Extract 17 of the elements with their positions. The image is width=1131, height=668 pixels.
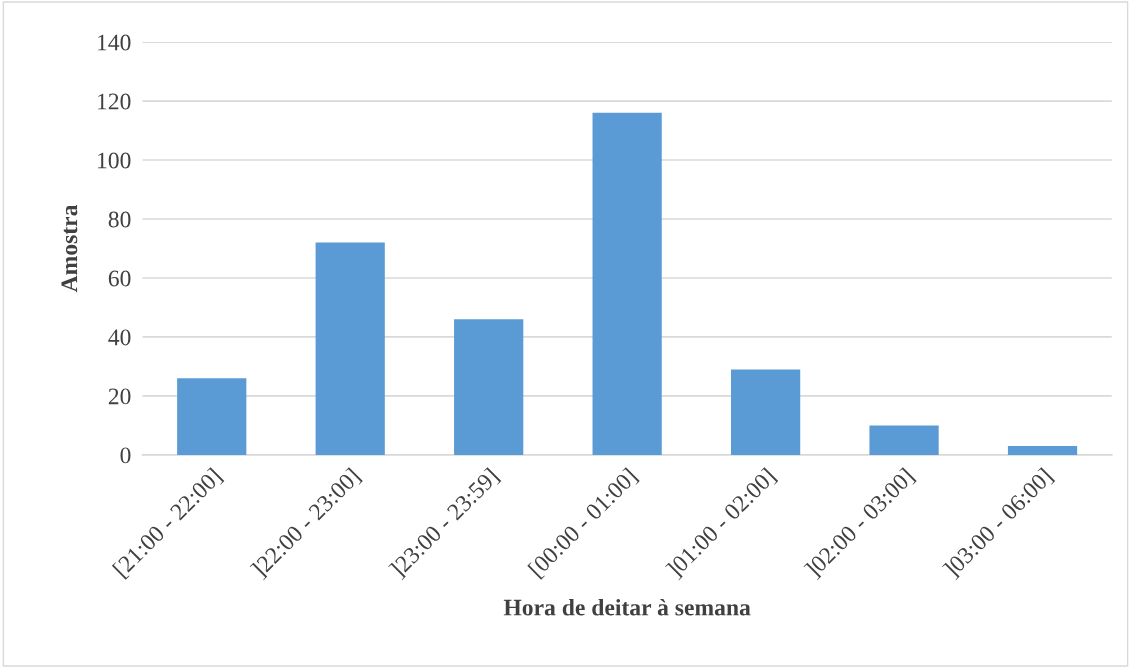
y-tick-label: 60 <box>108 270 131 287</box>
y-tick-label: 120 <box>98 93 131 110</box>
y-tick-label: 0 <box>120 447 131 464</box>
y-tick-label: 20 <box>108 388 131 405</box>
y-tick-label: 40 <box>108 329 131 346</box>
y-axis-title: Amostra <box>61 204 78 293</box>
bar <box>592 112 662 455</box>
bar <box>454 319 524 455</box>
bar <box>869 425 939 455</box>
x-axis-title: Hora de deitar à semana <box>503 598 751 616</box>
bar <box>730 369 801 455</box>
y-tick-label: 100 <box>98 152 131 169</box>
bar <box>177 378 247 455</box>
bar <box>1007 446 1078 455</box>
y-tick-label: 80 <box>108 211 131 228</box>
y-tick-label: 140 <box>98 34 131 51</box>
bar <box>315 242 385 455</box>
